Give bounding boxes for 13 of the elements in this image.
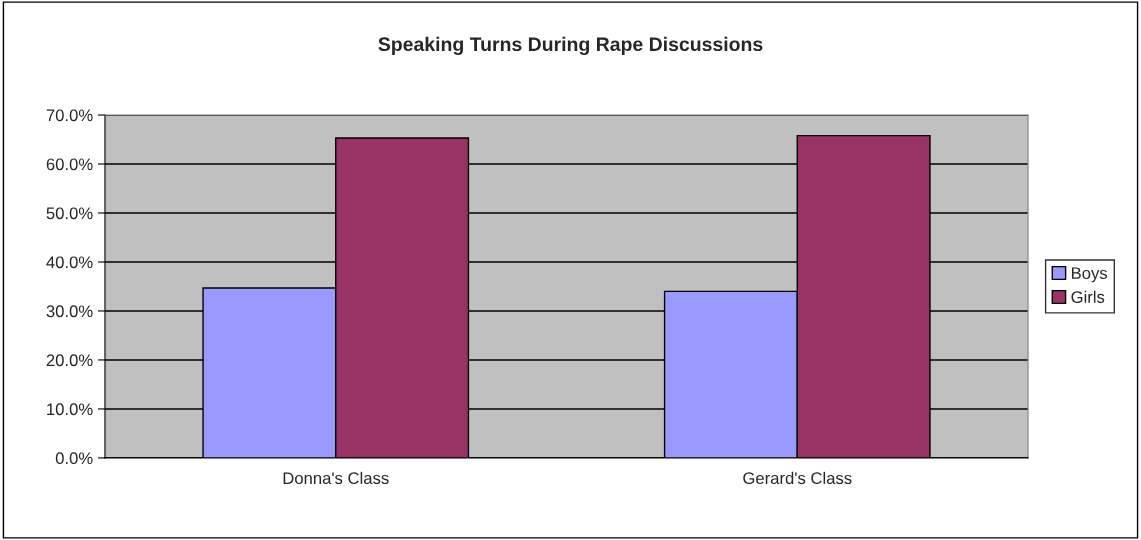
y-tick-label: 40.0% [46,256,93,269]
chart-title: Speaking Turns During Rape Discussions [378,36,763,56]
y-tick-label: 10.0% [47,403,93,416]
y-tick-label: 50.0% [46,207,93,220]
y-tick-label: 20.0% [46,354,93,367]
x-tick-label: Donna's Class [283,471,389,485]
legend-label: Boys [1071,267,1108,283]
y-tick-label: 30.0% [46,305,93,318]
legend-label: Girls [1071,290,1105,303]
y-tick-label: 0.0% [55,452,93,465]
x-tick-label: Gerard's Class [743,471,852,485]
y-tick-label: 60.0% [46,158,93,171]
y-tick-label: 70.0% [46,109,93,122]
